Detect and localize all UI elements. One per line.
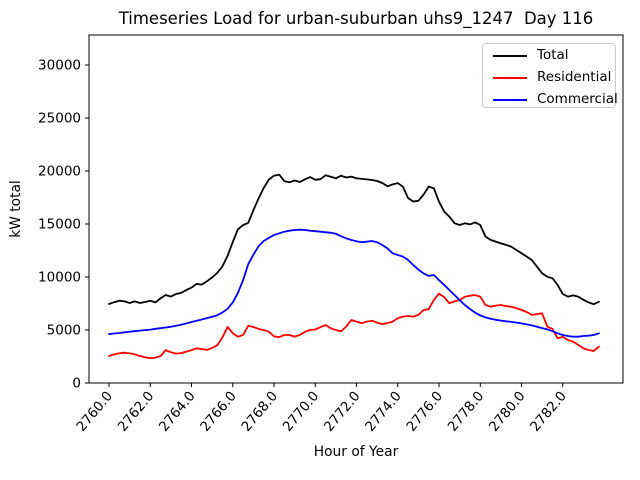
series-line-residential [108, 292, 600, 360]
legend-label-total: Total [537, 47, 569, 64]
chart-title: Timeseries Load for urban-suburban uhs9_… [118, 9, 594, 28]
y-tick-label: 30000 [38, 57, 81, 73]
legend-box: Total Residential Commercial [482, 43, 618, 109]
legend-line-sample-residential [493, 77, 527, 79]
x-tick-label: 2766.0 [197, 388, 240, 434]
x-tick-label: 2768.0 [238, 388, 281, 434]
axes-frame [88, 34, 624, 384]
y-tick-label: 0 [72, 376, 81, 392]
legend-row-commercial: Commercial [493, 91, 618, 109]
x-tick-label: 2764.0 [156, 388, 199, 434]
x-axis-label: Hour of Year [313, 444, 399, 460]
legend-line-sample-commercial [493, 99, 527, 101]
x-tick-label: 2770.0 [280, 388, 323, 434]
y-tick-label: 5000 [47, 322, 81, 338]
legend-label-commercial: Commercial [537, 91, 618, 108]
x-tick-label: 2774.0 [362, 388, 405, 434]
x-tick-label: 2778.0 [445, 388, 488, 434]
y-tick-label: 10000 [38, 269, 81, 285]
x-tick-label: 2760.0 [73, 388, 116, 434]
y-tick-label: 25000 [38, 110, 81, 126]
y-tick-label: 15000 [38, 216, 81, 232]
y-tick-label: 20000 [38, 163, 81, 179]
x-tick-label: 2782.0 [527, 388, 570, 434]
y-axis-label: kW total [8, 180, 24, 238]
legend-label-residential: Residential [537, 69, 612, 86]
x-tick-label: 2762.0 [115, 388, 158, 434]
legend-row-total: Total [493, 47, 615, 65]
series-line-total [108, 173, 600, 306]
series-line-commercial [108, 228, 600, 338]
x-tick-label: 2776.0 [403, 388, 446, 434]
legend-row-residential: Residential [493, 69, 615, 87]
x-tick-label: 2780.0 [486, 388, 529, 434]
legend-line-sample-total [493, 55, 527, 57]
x-tick-label: 2772.0 [321, 388, 364, 434]
